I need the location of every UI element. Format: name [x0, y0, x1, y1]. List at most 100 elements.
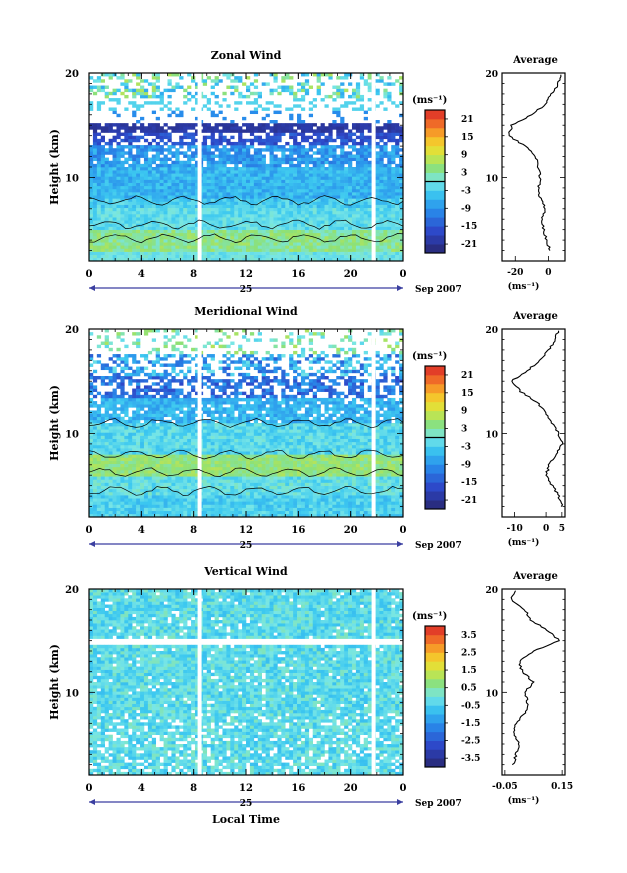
heatmap-cell	[116, 101, 121, 105]
heatmap-cell	[269, 145, 274, 149]
heatmap-cell	[140, 145, 145, 149]
heatmap-cell	[324, 495, 329, 499]
heatmap-cell	[124, 185, 129, 190]
heatmap-cell	[147, 488, 153, 493]
heatmap-cell	[351, 235, 357, 240]
heatmap-cell	[155, 76, 160, 80]
heatmap-cell	[191, 107, 196, 111]
heatmap-cell	[92, 510, 98, 515]
heatmap-cell	[351, 510, 357, 515]
heatmap-cell	[147, 141, 153, 146]
heatmap-cell	[92, 91, 98, 96]
heatmap-cell	[104, 513, 109, 518]
heatmap-cell	[112, 473, 117, 477]
heatmap-cell	[238, 138, 243, 143]
heatmap-cell	[206, 485, 211, 490]
heatmap-cell	[120, 242, 125, 246]
heatmap-cell	[375, 229, 380, 234]
heatmap-cell	[399, 488, 404, 493]
heatmap-cell	[265, 195, 270, 199]
heatmap-cell	[238, 195, 243, 199]
heatmap-cell	[359, 476, 365, 480]
heatmap-cell	[120, 210, 125, 215]
heatmap-cell	[316, 210, 321, 215]
heatmap-cell	[124, 210, 129, 215]
heatmap-cell	[96, 101, 102, 105]
heatmap-cell	[112, 495, 117, 499]
heatmap-cell	[143, 251, 149, 256]
heatmap-cell	[328, 220, 333, 224]
heatmap-cell	[214, 482, 219, 486]
heatmap-cell	[92, 248, 98, 252]
heatmap-cell	[100, 126, 105, 130]
heatmap-cell	[147, 201, 153, 205]
heatmap-cell	[304, 82, 310, 86]
heatmap-cell	[351, 173, 357, 177]
heatmap-cell	[140, 182, 145, 187]
heatmap-cell	[297, 126, 302, 130]
heatmap-cell	[155, 198, 160, 202]
heatmap-cell	[210, 126, 215, 130]
heatmap-cell	[234, 239, 239, 243]
heatmap-cell	[344, 160, 349, 165]
heatmap-cell	[171, 491, 176, 496]
heatmap-cell	[96, 207, 102, 212]
heatmap-cell	[312, 257, 317, 262]
heatmap-cell	[234, 507, 239, 512]
heatmap-cell	[391, 198, 396, 202]
heatmap-cell	[226, 223, 231, 227]
heatmap-cell	[265, 214, 270, 218]
heatmap-cell	[273, 476, 278, 480]
heatmap-cell	[312, 501, 317, 505]
heatmap-cell	[191, 201, 196, 205]
heatmap-cell	[308, 220, 314, 224]
heatmap-cell	[175, 223, 180, 227]
heatmap-cell	[191, 245, 196, 249]
heatmap-cell	[155, 101, 160, 105]
heatmap-cell	[159, 510, 164, 515]
heatmap-cell	[238, 254, 243, 259]
heatmap-cell	[132, 110, 137, 115]
heatmap-cell	[281, 198, 286, 202]
heatmap-cell	[226, 226, 231, 230]
heatmap-cell	[226, 170, 231, 174]
heatmap-cell	[108, 107, 113, 111]
heatmap-cell	[285, 473, 290, 477]
heatmap-cell	[348, 504, 353, 508]
heatmap-cell	[132, 129, 137, 133]
heatmap-cell	[249, 132, 255, 136]
heatmap-cell	[226, 485, 231, 490]
heatmap-cell	[124, 151, 129, 155]
heatmap-cell	[120, 179, 125, 183]
heatmap-cell	[261, 226, 266, 230]
heatmap-cell	[112, 110, 117, 115]
heatmap-cell	[304, 188, 310, 193]
heatmap-cell	[222, 116, 227, 121]
heatmap-cell	[222, 251, 227, 256]
heatmap-cell	[328, 245, 333, 249]
heatmap-cell	[96, 185, 102, 190]
heatmap-cell	[273, 126, 278, 130]
heatmap-cell	[104, 126, 109, 130]
heatmap-cell	[367, 245, 372, 249]
heatmap-cell	[351, 476, 357, 480]
heatmap-cell	[92, 154, 98, 158]
heatmap-cell	[234, 495, 239, 499]
heatmap-cell	[218, 141, 223, 146]
heatmap-cell	[391, 82, 396, 86]
heatmap-cell	[222, 513, 227, 518]
heatmap-cell	[304, 504, 310, 508]
heatmap-cell	[96, 251, 102, 256]
heatmap-cell	[348, 473, 353, 477]
heatmap-cell	[281, 170, 286, 174]
heatmap-cell	[147, 198, 153, 202]
heatmap-cell	[336, 242, 341, 246]
heatmap-cell	[383, 94, 388, 99]
heatmap-cell	[391, 154, 396, 158]
heatmap-cell	[273, 157, 278, 162]
heatmap-cell	[355, 163, 361, 168]
heatmap-cell	[261, 160, 266, 165]
colorbar-segment	[425, 190, 445, 200]
heatmap-cell	[226, 220, 231, 224]
heatmap-cell	[320, 223, 325, 227]
